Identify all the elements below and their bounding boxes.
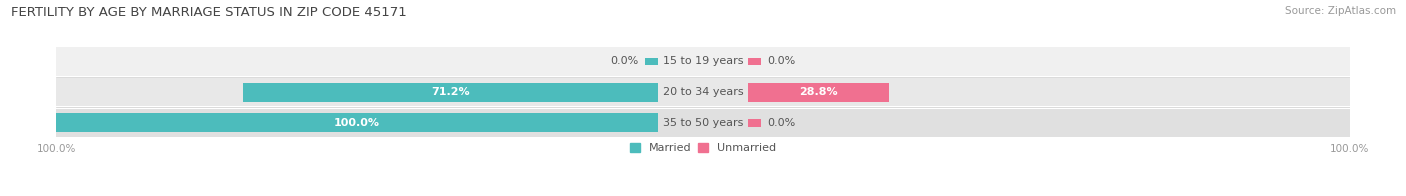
Text: Source: ZipAtlas.com: Source: ZipAtlas.com [1285, 6, 1396, 16]
Bar [242, 83, 658, 102]
Text: FERTILITY BY AGE BY MARRIAGE STATUS IN ZIP CODE 45171: FERTILITY BY AGE BY MARRIAGE STATUS IN Z… [11, 6, 406, 19]
Text: 15 to 19 years: 15 to 19 years [662, 56, 744, 66]
Bar [748, 58, 761, 65]
Bar [645, 58, 658, 65]
Text: 0.0%: 0.0% [768, 56, 796, 66]
Text: 100.0%: 100.0% [335, 118, 380, 128]
Text: 28.8%: 28.8% [800, 87, 838, 97]
Bar [748, 119, 761, 127]
Legend: Married, Unmarried: Married, Unmarried [630, 143, 776, 153]
Text: 20 to 34 years: 20 to 34 years [662, 87, 744, 97]
Text: 35 to 50 years: 35 to 50 years [662, 118, 744, 128]
Text: 71.2%: 71.2% [430, 87, 470, 97]
Bar [56, 113, 658, 132]
Text: 0.0%: 0.0% [768, 118, 796, 128]
Bar [56, 109, 1350, 137]
Bar [748, 83, 889, 102]
Text: 0.0%: 0.0% [610, 56, 638, 66]
Bar [56, 47, 1350, 76]
Bar [56, 78, 1350, 106]
